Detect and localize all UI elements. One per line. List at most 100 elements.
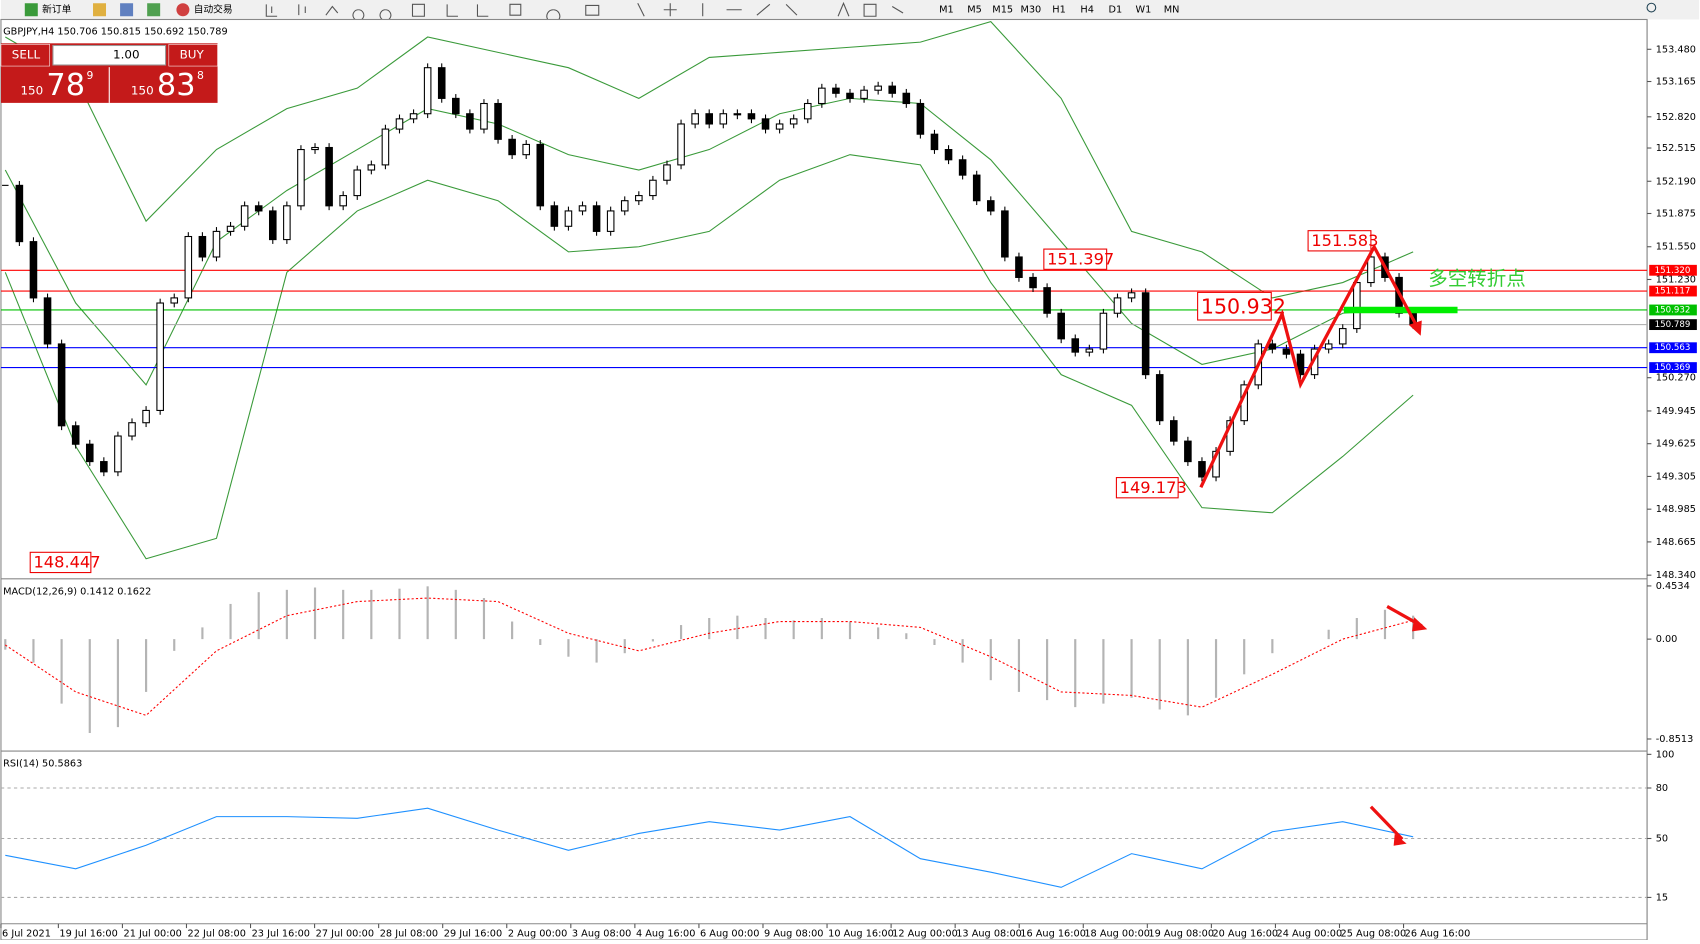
price-level-label: 150.563 xyxy=(1655,343,1691,353)
x-tick-label: 19 Aug 08:00 xyxy=(1148,929,1214,940)
candle xyxy=(522,143,530,156)
y-tick-label: 152.190 xyxy=(1656,176,1696,187)
y-tick-label: 149.945 xyxy=(1656,406,1696,417)
price-level-tag xyxy=(1649,319,1697,331)
buy-label[interactable]: BUY xyxy=(180,48,205,62)
bollinger-middle xyxy=(4,97,1414,386)
candle xyxy=(733,113,742,116)
timeframe[interactable]: D1 xyxy=(1108,5,1122,16)
candle xyxy=(761,118,770,130)
candle xyxy=(1155,374,1164,422)
timeframe[interactable]: M1 xyxy=(939,5,954,16)
candle xyxy=(1338,328,1347,345)
y-tick-label: 0.00 xyxy=(1656,634,1678,645)
search-icon[interactable] xyxy=(1646,2,1657,13)
candle xyxy=(212,230,221,258)
lot-value[interactable]: 1.00 xyxy=(113,48,140,62)
y-tick-label: 80 xyxy=(1656,783,1668,794)
candle xyxy=(1141,292,1150,376)
candle xyxy=(114,435,122,473)
rsi-line xyxy=(5,807,1414,888)
timeframe[interactable]: M5 xyxy=(967,5,982,16)
price-level-tag xyxy=(1649,285,1697,297)
price-level-tag xyxy=(1649,362,1697,373)
y-tick-label: 152.820 xyxy=(1656,112,1696,123)
x-tick-label: 22 Jul 08:00 xyxy=(188,929,246,940)
candle xyxy=(452,97,460,115)
y-tick-label: 151.230 xyxy=(1656,274,1696,285)
candle xyxy=(1282,348,1291,355)
new-order[interactable]: 新订单 xyxy=(42,3,71,16)
price-annotation: 149.173 xyxy=(1120,478,1187,497)
x-tick-label: 27 Jul 00:00 xyxy=(316,929,374,940)
candle xyxy=(170,297,179,304)
candle xyxy=(719,113,728,125)
tool-icon[interactable] xyxy=(147,3,161,17)
timeframe[interactable]: W1 xyxy=(1136,5,1152,16)
candle xyxy=(43,297,52,345)
x-tick-label: 13 Aug 08:00 xyxy=(956,929,1022,940)
price-level-label: 150.789 xyxy=(1655,320,1691,330)
candle xyxy=(353,169,362,197)
x-tick-label: 21 Jul 00:00 xyxy=(124,929,182,940)
candle xyxy=(57,343,66,427)
timeframe[interactable]: MN xyxy=(1164,5,1180,16)
price-annotation: 151.397 xyxy=(1047,249,1114,268)
candle xyxy=(283,205,291,241)
x-tick-label: 20 Aug 16:00 xyxy=(1212,929,1278,940)
candle xyxy=(1198,461,1206,478)
price-level-label: 151.117 xyxy=(1655,287,1691,297)
candle xyxy=(240,205,249,227)
tool-icon[interactable] xyxy=(93,3,107,17)
x-tick-label: 29 Jul 16:00 xyxy=(444,929,502,940)
x-tick-label: 28 Jul 08:00 xyxy=(380,929,438,940)
candle xyxy=(480,102,488,130)
candle xyxy=(128,422,136,437)
tool-icon[interactable] xyxy=(120,3,134,17)
candle xyxy=(803,102,812,120)
price-annotation: 148.447 xyxy=(33,553,100,572)
plot: 153.480 153.165 152.820 152.515 152.190 151.8… xyxy=(0,21,1697,940)
annotation-note: 多空转折点 xyxy=(1428,267,1525,290)
y-tick-label: 153.165 xyxy=(1656,77,1696,88)
sell-label[interactable]: SELL xyxy=(12,48,41,62)
x-tick-label: 4 Aug 16:00 xyxy=(636,929,695,940)
y-tick-label: 149.625 xyxy=(1656,439,1696,450)
sell-button[interactable] xyxy=(0,44,50,67)
candle xyxy=(789,118,798,125)
price-level-tag xyxy=(1649,342,1697,354)
timeframe[interactable]: M30 xyxy=(1020,5,1041,16)
candle xyxy=(930,133,939,151)
timeframe[interactable]: H1 xyxy=(1052,5,1066,16)
candle xyxy=(747,113,756,120)
x-tick-label: 18 Aug 00:00 xyxy=(1084,929,1150,940)
auto-trading[interactable]: 自动交易 xyxy=(194,3,233,16)
buy-button[interactable] xyxy=(168,44,218,67)
candle xyxy=(1226,420,1234,452)
candle xyxy=(311,146,319,151)
price-level-label: 150.369 xyxy=(1655,363,1691,373)
candle xyxy=(972,174,981,202)
x-tick-label: 19 Jul 16:00 xyxy=(59,929,117,940)
candle xyxy=(423,67,432,115)
lot-input[interactable] xyxy=(52,44,167,66)
buy-price-main: 83 xyxy=(157,68,196,103)
timeframe[interactable]: M15 xyxy=(992,5,1013,16)
candle xyxy=(1170,420,1178,442)
timeframe[interactable]: H4 xyxy=(1080,5,1094,16)
candle xyxy=(1353,282,1361,330)
sell-price-main: 78 xyxy=(46,68,85,103)
auto-trading-icon[interactable] xyxy=(176,3,190,17)
x-tick-label: 26 Aug 16:00 xyxy=(1405,929,1471,940)
timeframes: M1 M5 M15 M30 H1 H4 D1 W1 MN xyxy=(939,5,1179,16)
candle xyxy=(297,149,305,207)
candle xyxy=(409,113,418,120)
x-tick-label: 2 Aug 00:00 xyxy=(508,929,567,940)
candle xyxy=(1099,312,1108,350)
candle xyxy=(437,67,446,99)
panel-title: MACD(12,26,9) 0.1412 0.1622 xyxy=(3,586,151,597)
y-tick-label: 0.4534 xyxy=(1656,581,1690,592)
new-order-icon[interactable] xyxy=(24,3,38,17)
price-level-tag xyxy=(1649,304,1697,316)
